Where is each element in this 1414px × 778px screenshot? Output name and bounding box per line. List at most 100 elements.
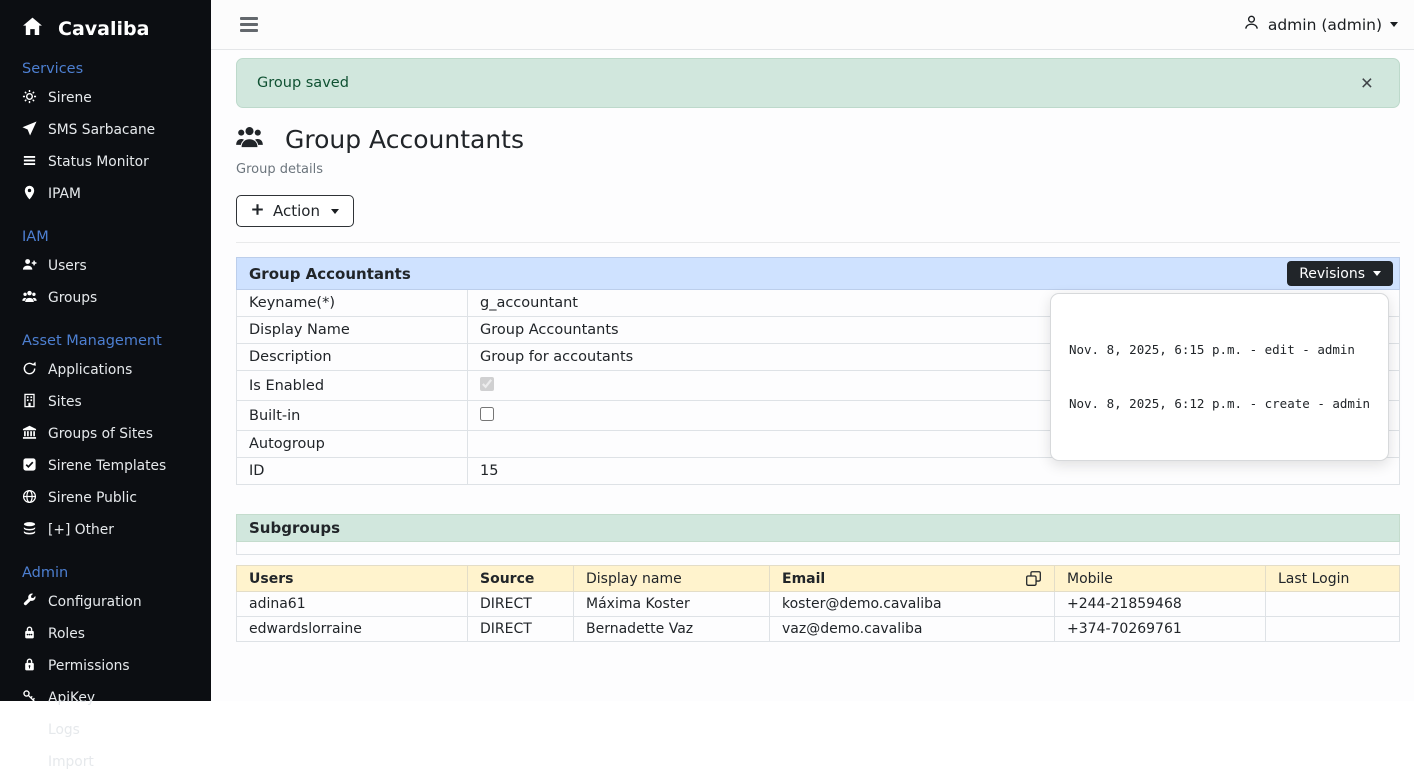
- content: Group saved × Group Accountants Group de…: [211, 50, 1414, 642]
- sidebar-item-sirene-templates[interactable]: Sirene Templates: [22, 450, 203, 482]
- plus-icon: [251, 202, 264, 220]
- brand-label: Cavaliba: [58, 18, 150, 40]
- globe-icon: [22, 489, 37, 508]
- brand[interactable]: Cavaliba: [22, 16, 203, 42]
- action-label: Action: [273, 202, 320, 220]
- lock-badge-icon: [22, 625, 37, 644]
- field-label: Autogroup: [236, 430, 468, 458]
- sidebar-item-groups[interactable]: Groups: [22, 282, 203, 314]
- user-label: admin (admin): [1267, 15, 1382, 34]
- user-email: koster@demo.cavaliba: [769, 591, 1055, 617]
- chevron-down-icon: [1373, 271, 1381, 276]
- revisions-dropdown: Nov. 8, 2025, 6:15 p.m. - edit - admin N…: [1049, 293, 1389, 461]
- sidebar-item-label: Applications: [48, 362, 133, 378]
- user-last-login: [1265, 591, 1400, 617]
- user-email: vaz@demo.cavaliba: [769, 616, 1055, 642]
- chevron-down-icon: [330, 208, 339, 214]
- revision-entry[interactable]: Nov. 8, 2025, 6:15 p.m. - edit - admin: [1068, 342, 1355, 357]
- page-title: Group Accountants: [285, 125, 524, 154]
- sidebar-item-status-monitor[interactable]: Status Monitor: [22, 146, 203, 178]
- sidebar-item-permissions[interactable]: Permissions: [22, 650, 203, 682]
- sidebar-item-configuration[interactable]: Configuration: [22, 586, 203, 618]
- user-source: DIRECT: [467, 616, 574, 642]
- page-subtitle: Group details: [236, 162, 324, 177]
- sidebar-item-label: Groups: [48, 290, 98, 306]
- user-mobile: +374-70269761: [1054, 616, 1266, 642]
- sidebar-item-groups-of-sites[interactable]: Groups of Sites: [22, 418, 203, 450]
- user-menu[interactable]: admin (admin): [1243, 14, 1398, 35]
- built-in-checkbox[interactable]: [480, 407, 494, 421]
- people-icon: [22, 289, 37, 308]
- user-row: adina61 DIRECT Máxima Koster koster@demo…: [236, 591, 1400, 617]
- sidebar-item-label: Status Monitor: [48, 154, 149, 170]
- mobile-col-header: Mobile: [1054, 565, 1266, 592]
- main-area: admin (admin) Group saved × Group Accoun…: [211, 0, 1414, 701]
- sidebar-item-sirene[interactable]: Sirene: [22, 82, 203, 114]
- arrow-circle-icon: [22, 361, 37, 380]
- journal-icon: [22, 721, 37, 740]
- field-label: Description: [236, 343, 468, 371]
- sidebar-item-label: [+] Other: [48, 522, 114, 538]
- sidebar-item-label: Logs: [48, 722, 80, 738]
- page-head: Group Accountants: [236, 124, 1400, 155]
- email-col-header: Email: [782, 570, 826, 587]
- sidebar-item-applications[interactable]: Applications: [22, 354, 203, 386]
- subgroups-table: Subgroups: [236, 514, 1400, 555]
- person-plus-icon: [22, 257, 37, 276]
- topbar: admin (admin): [211, 0, 1414, 50]
- sidebar-item-sirene-public[interactable]: Sirene Public: [22, 482, 203, 514]
- person-icon: [1243, 14, 1260, 35]
- source-col-header: Source: [467, 565, 574, 592]
- home-icon: [22, 16, 43, 42]
- user-username: adina61: [236, 591, 468, 617]
- revisions-label: Revisions: [1299, 265, 1365, 282]
- display-name-col-header: Display name: [573, 565, 770, 592]
- subgroups-header: Subgroups: [236, 514, 1400, 542]
- field-label: Is Enabled: [236, 370, 468, 401]
- sidebar-section-iam: IAM: [22, 229, 49, 245]
- lock-icon: [22, 657, 37, 676]
- user-display-name: Bernadette Vaz: [573, 616, 770, 642]
- user-mobile: +244-21859468: [1054, 591, 1266, 617]
- sidebar-item-roles[interactable]: Roles: [22, 618, 203, 650]
- sidebar-item-label: Configuration: [48, 594, 142, 610]
- user-last-login: [1265, 616, 1400, 642]
- users-col-header: Users: [236, 565, 468, 592]
- is-enabled-checkbox: [480, 377, 494, 391]
- sidebar-item-label: Sirene Public: [48, 490, 137, 506]
- stack-icon: [22, 521, 37, 540]
- subgroups-empty-row: [236, 541, 1400, 555]
- close-icon[interactable]: ×: [1355, 73, 1379, 94]
- sidebar-item-apikey[interactable]: ApiKey: [22, 682, 203, 714]
- group-details-section: Group Accountants Revisions Keyname(*): [236, 257, 1400, 485]
- copy-icon[interactable]: [1025, 570, 1042, 587]
- sidebar-item-sites[interactable]: Sites: [22, 386, 203, 418]
- sidebar-item-sms-sarbacane[interactable]: SMS Sarbacane: [22, 114, 203, 146]
- sidebar-item-import[interactable]: Import: [22, 746, 203, 778]
- user-row: edwardslorraine DIRECT Bernadette Vaz va…: [236, 616, 1400, 642]
- list-icon: [22, 153, 37, 172]
- key-icon: [22, 689, 37, 708]
- sidebar-item-label: Import: [48, 754, 94, 770]
- sidebar-item-label: Users: [48, 258, 87, 274]
- gear-icon: [22, 89, 37, 108]
- bank-icon: [22, 425, 37, 444]
- wrench-icon: [22, 593, 37, 612]
- sidebar-item-label: ApiKey: [48, 690, 96, 706]
- field-value: 15: [467, 457, 1400, 485]
- action-button[interactable]: Action: [236, 195, 354, 227]
- chevron-down-icon: [1390, 22, 1398, 27]
- revision-entry[interactable]: Nov. 8, 2025, 6:12 p.m. - create - admin: [1068, 396, 1370, 411]
- sidebar-item-other[interactable]: [+] Other: [22, 514, 203, 546]
- hamburger-menu-icon[interactable]: [238, 13, 260, 35]
- sidebar-item-ipam[interactable]: IPAM: [22, 178, 203, 210]
- field-label: Built-in: [236, 400, 468, 431]
- sidebar-section-services: Services: [22, 61, 84, 77]
- sidebar-item-logs[interactable]: Logs: [22, 714, 203, 746]
- sidebar-item-label: Sirene: [48, 90, 92, 106]
- send-icon: [22, 120, 37, 140]
- sidebar-item-users[interactable]: Users: [22, 250, 203, 282]
- sidebar-item-label: Groups of Sites: [48, 426, 153, 442]
- sidebar-item-label: Roles: [48, 626, 85, 642]
- revisions-button[interactable]: Revisions: [1287, 261, 1393, 286]
